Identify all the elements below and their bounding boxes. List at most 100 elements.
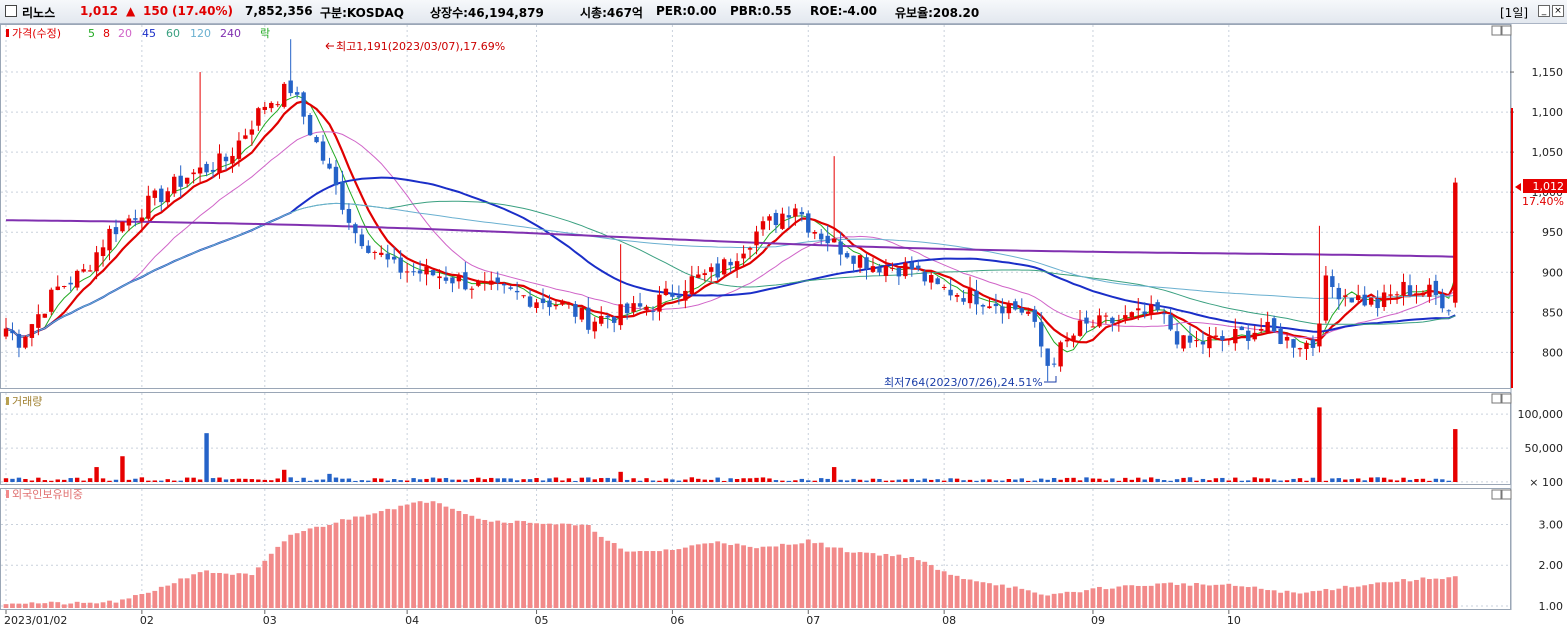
foreign-ratio-bar [553,524,559,608]
foreign-ratio-bar [560,523,565,608]
volume-bar [178,480,183,482]
volume-bar [1103,480,1109,482]
foreign-ratio-bar [1051,593,1057,608]
legend-ma20: 20 [118,27,132,40]
candle-body [560,300,565,305]
volume-bar [36,477,41,482]
candle-body [353,224,358,234]
foreign-ratio-bar [695,544,701,608]
volume-bar [392,479,397,482]
legend-ma60: 60 [166,27,180,40]
price-tick-label: 900 [1542,266,1563,279]
volume-bar [825,478,830,482]
foreign-ratio-bar [469,515,475,608]
foreign-ratio-bar [644,551,649,608]
volume-bar [1433,478,1439,482]
volume-bar [683,479,688,482]
volume-minimize-icon[interactable] [1491,393,1502,404]
volume-bar [210,478,216,482]
select-checkbox[interactable] [5,5,17,17]
foreign-ratio-bar [314,526,319,608]
volume-bar [191,477,196,482]
candle-body [838,241,843,255]
foreign-minimize-icon[interactable] [1491,489,1502,500]
volume-bar [430,477,436,482]
up-arrow-icon: ▲ [126,4,136,18]
panel-minimize-icon[interactable] [1491,25,1502,36]
per-value: PER:0.00 [656,4,717,18]
volume-bar [773,480,779,482]
foreign-ratio-bar [825,547,831,608]
current-price: 1,012 [80,4,118,18]
volume-bar [184,477,190,482]
candle-body [392,256,397,260]
foreign-ratio-bar [676,549,682,608]
legend-ma45: 45 [142,27,156,40]
candle-body [1446,310,1452,312]
volume-close-icon[interactable] [1501,393,1512,404]
volume-bar [1116,480,1122,482]
legend-ma5: 5 [88,27,95,40]
foreign-ratio-bar [1038,594,1044,608]
volume-bar [1220,477,1225,482]
candle-body [967,287,973,304]
candle-body [954,294,960,297]
volume-bar [333,477,339,482]
foreign-ratio-bar [236,573,242,608]
foreign-ratio-bar [961,579,966,608]
price-change: 150 [143,4,169,18]
volume-bar [49,480,54,482]
foreign-ratio-bar [1194,582,1199,608]
candle-body [495,277,500,283]
candle-body [87,270,93,272]
volume-bar [903,479,908,482]
volume-bar [1271,479,1277,482]
period-selector[interactable]: [1일] [1500,6,1529,20]
foreign-ratio-bar [708,543,714,608]
foreign-ratio-bar [818,542,824,608]
volume-bar [741,478,746,482]
volume-bar [980,479,986,482]
candle-body [294,92,300,95]
volume-bar [411,478,416,482]
candle-body [961,298,966,302]
candle-body [36,314,41,328]
close-icon[interactable]: × [1552,5,1564,17]
volume-bar [320,479,326,482]
volume-bar [877,478,882,482]
candle-body [107,228,112,251]
volume-bar [851,478,856,482]
foreign-ratio-bar [365,514,371,608]
price-tick-label: 1,050 [1532,146,1564,159]
foreign-ratio-bar [100,602,106,608]
minimize-icon[interactable]: _ [1538,5,1550,17]
foreign-close-icon[interactable] [1501,489,1512,500]
foreign-ratio-bar [1401,579,1406,608]
foreign-ratio-bar [1219,584,1225,608]
candle-body [1330,276,1335,288]
candle-body [1220,336,1225,341]
trade-volume: 7,852,356 [245,4,313,18]
foreign-ratio-bar [145,592,151,608]
candle-body [1407,285,1413,296]
foreign-ratio-bar [191,574,197,608]
foreign-ratio-bar [631,551,636,608]
candle-body [812,231,817,234]
foreign-ratio-bar [217,572,222,608]
foreign-ratio-bar [521,521,526,608]
month-tick-label: 02 [140,614,154,627]
foreign-ratio-bar [527,522,533,608]
candle-body [553,305,559,307]
candle-body [1090,326,1096,328]
volume-bar [857,479,863,482]
candle-body [909,262,914,270]
foreign-ratio-bar [1381,582,1387,608]
foreign-ratio-bar [734,543,740,608]
foreign-ratio-bar [1414,579,1419,608]
panel-close-icon[interactable] [1501,25,1512,36]
price-tick-label: 800 [1542,346,1563,359]
candle-body [417,270,423,274]
foreign-ratio-bar [275,546,281,608]
candle-body [579,307,585,320]
foreign-ratio-bar [340,519,345,608]
